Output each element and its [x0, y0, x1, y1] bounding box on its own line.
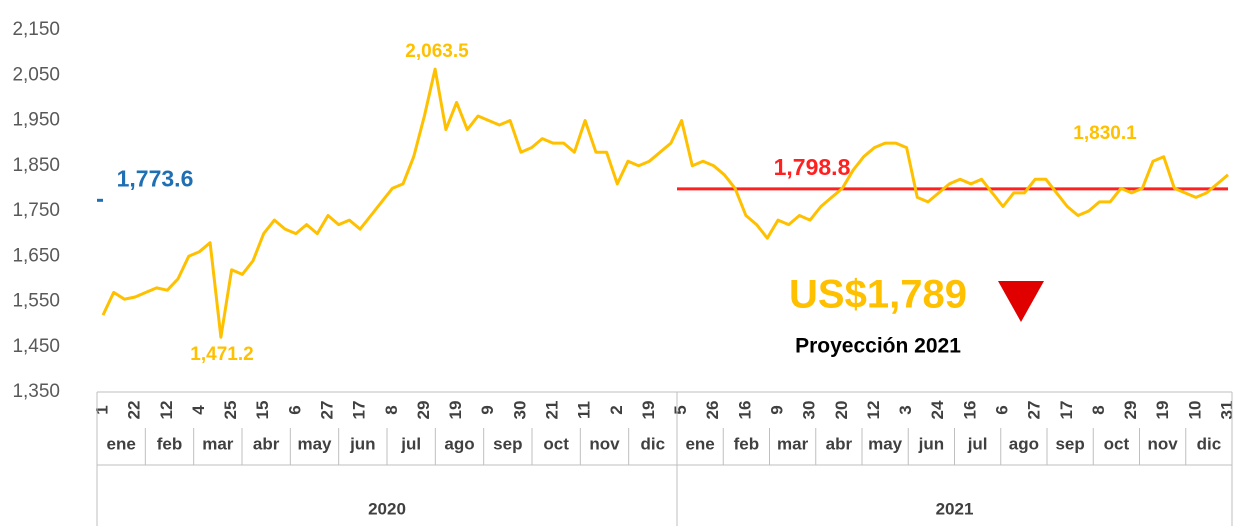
x-tick-label: 12 — [864, 401, 883, 420]
x-tick-label: 24 — [928, 400, 947, 419]
month-label: may — [868, 434, 903, 453]
x-tick-label: 27 — [1025, 401, 1044, 420]
x-tick-label: 20 — [832, 401, 851, 420]
x-tick-label: 19 — [446, 401, 465, 420]
x-tick-label: 26 — [703, 401, 722, 420]
month-label: jun — [918, 434, 945, 453]
x-tick-label: 3 — [896, 405, 915, 414]
month-label: dic — [641, 434, 666, 453]
x-tick-label: 17 — [350, 401, 369, 420]
month-label: abr — [253, 434, 280, 453]
month-label: feb — [157, 434, 183, 453]
month-label: sep — [493, 434, 522, 453]
average-label: 1,798.8 — [774, 154, 851, 180]
x-tick-label: 6 — [285, 405, 304, 414]
month-label: sep — [1055, 434, 1084, 453]
annotation-low: 1,471.2 — [190, 344, 253, 365]
x-tick-label: 2 — [607, 405, 626, 414]
month-label: ene — [685, 434, 714, 453]
month-label: abr — [826, 434, 853, 453]
x-tick-label: 6 — [992, 405, 1011, 414]
y-tick-label: 1,850 — [12, 155, 60, 176]
x-tick-label: 12 — [157, 401, 176, 420]
average-label: 1,773.6 — [117, 165, 194, 191]
month-label: feb — [734, 434, 760, 453]
x-tick-label: 8 — [1089, 405, 1108, 414]
x-tick-label: 11 — [575, 401, 594, 419]
x-tick-label: 16 — [960, 401, 979, 420]
y-tick-label: 2,050 — [12, 64, 60, 85]
y-tick-label: 1,950 — [12, 110, 60, 131]
annotation-last: 1,830.1 — [1073, 123, 1137, 144]
x-tick-label: 1 — [92, 405, 111, 414]
projection-label: Proyección 2021 — [795, 335, 961, 358]
month-label: ago — [444, 434, 474, 453]
x-tick-label: 30 — [510, 401, 529, 420]
x-tick-label: 5 — [671, 405, 690, 414]
month-label: nov — [589, 434, 620, 453]
month-label: may — [297, 434, 332, 453]
y-tick-label: 1,750 — [12, 200, 60, 221]
month-label: jun — [349, 434, 376, 453]
month-label: mar — [202, 434, 234, 453]
x-tick-label: 19 — [639, 401, 658, 420]
x-tick-label: 27 — [317, 401, 336, 420]
projection-value: US$1,789 — [789, 273, 967, 317]
x-tick-label: 22 — [125, 401, 144, 420]
x-tick-label: 16 — [735, 401, 754, 420]
month-label: ene — [107, 434, 136, 453]
price-line — [101, 67, 1229, 339]
x-tick-label: 29 — [414, 401, 433, 420]
y-tick-label: 1,550 — [12, 291, 60, 312]
month-label: jul — [967, 434, 988, 453]
year-label: 2021 — [936, 499, 974, 518]
month-label: oct — [543, 434, 569, 453]
x-tick-label: 15 — [253, 401, 272, 420]
down-arrow — [998, 281, 1044, 322]
x-tick-label: 10 — [1185, 401, 1204, 420]
x-tick-label: 19 — [1153, 401, 1172, 420]
y-tick-label: 1,450 — [12, 336, 60, 357]
month-label: nov — [1148, 434, 1179, 453]
x-tick-label: 9 — [767, 405, 786, 414]
month-label: oct — [1104, 434, 1130, 453]
month-label: ago — [1009, 434, 1039, 453]
month-label: dic — [1197, 434, 1222, 453]
x-tick-label: 31 — [1217, 401, 1236, 420]
annotation-peak: 2,063.5 — [405, 41, 469, 62]
x-tick-label: 30 — [800, 401, 819, 420]
month-label: jul — [400, 434, 421, 453]
x-tick-label: 9 — [478, 405, 497, 414]
x-tick-label: 8 — [382, 405, 401, 414]
y-tick-label: 2,150 — [12, 19, 60, 40]
y-tick-label: 1,650 — [12, 245, 60, 266]
x-tick-label: 29 — [1121, 401, 1140, 420]
x-tick-label: 4 — [189, 405, 208, 415]
y-tick-label: 1,350 — [12, 381, 60, 402]
x-tick-label: 25 — [221, 401, 240, 420]
x-tick-label: 17 — [1057, 401, 1076, 420]
month-label: mar — [777, 434, 809, 453]
year-label: 2020 — [368, 499, 406, 518]
x-tick-label: 21 — [542, 401, 561, 420]
